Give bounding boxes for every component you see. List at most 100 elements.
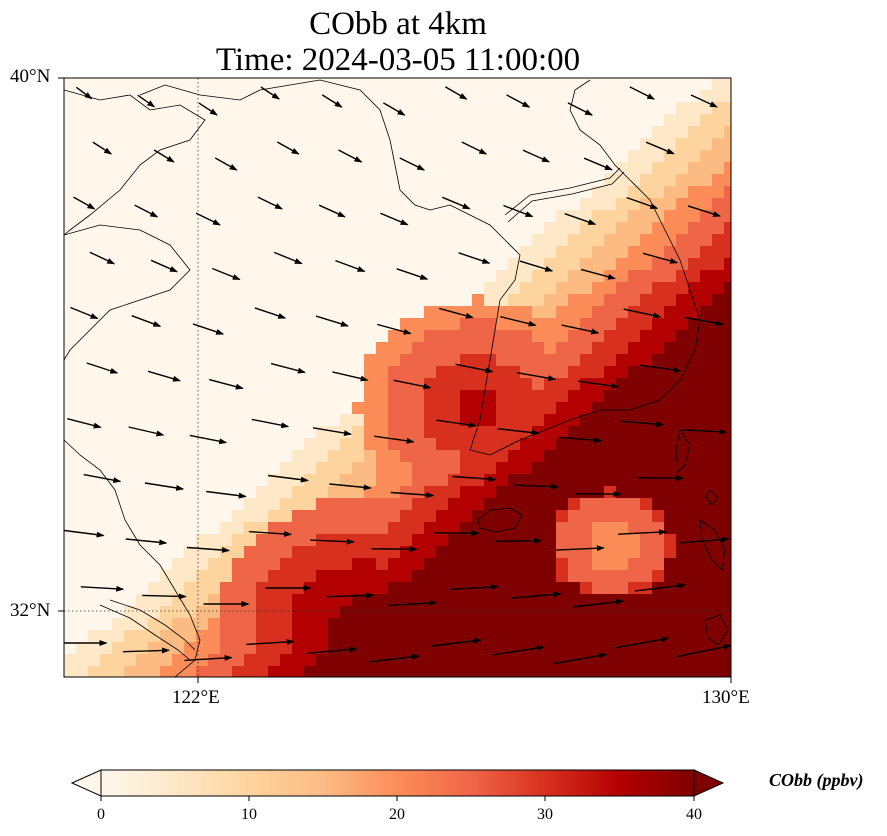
field-cell (76, 642, 89, 655)
field-cell (472, 606, 485, 619)
field-cell (520, 330, 533, 343)
field-cell (640, 666, 653, 677)
field-cell (364, 174, 377, 187)
field-cell (688, 174, 701, 187)
field-cell (316, 234, 329, 247)
field-cell (688, 546, 701, 559)
field-cell (376, 198, 389, 211)
field-cell (544, 222, 557, 235)
field-cell (640, 462, 653, 475)
field-cell (496, 306, 509, 319)
field-cell (280, 666, 293, 677)
field-cell (100, 510, 113, 523)
field-cell (196, 222, 209, 235)
field-cell (532, 498, 545, 511)
field-cell (496, 390, 509, 403)
field-cell (460, 258, 473, 271)
field-cell (256, 270, 269, 283)
colorbar-tick-20: 20 (389, 806, 405, 823)
field-cell (532, 522, 545, 535)
field-cell (436, 198, 449, 211)
field-cell (676, 402, 689, 415)
field-cell (112, 114, 125, 127)
field-cell (532, 666, 545, 677)
field-cell (112, 342, 125, 355)
field-cell (340, 438, 353, 451)
field-cell (472, 114, 485, 127)
field-cell (220, 558, 233, 571)
field-cell (724, 330, 731, 343)
field-cell (328, 570, 341, 583)
field-cell (280, 282, 293, 295)
field-cell (328, 438, 341, 451)
field-cell (256, 330, 269, 343)
field-cell (340, 582, 353, 595)
field-cell (148, 450, 161, 463)
field-cell (496, 654, 509, 667)
field-cell (580, 186, 593, 199)
field-cell (112, 210, 125, 223)
field-cell (172, 522, 185, 535)
field-cell (556, 438, 569, 451)
field-cell (148, 462, 161, 475)
field-cell (352, 138, 365, 151)
field-cell (640, 102, 653, 115)
field-cell (568, 570, 581, 583)
field-cell (232, 390, 245, 403)
field-cell (652, 438, 665, 451)
field-cell (448, 366, 461, 379)
field-cell (544, 534, 557, 547)
field-cell (688, 246, 701, 259)
field-cell (76, 174, 89, 187)
field-cell (136, 402, 149, 415)
field-cell (268, 282, 281, 295)
field-cell (304, 378, 317, 391)
field-cell (520, 654, 533, 667)
field-cell (364, 114, 377, 127)
field-cell (76, 342, 89, 355)
field-cell (676, 198, 689, 211)
field-cell (556, 522, 569, 535)
field-cell (556, 78, 569, 91)
field-cell (640, 402, 653, 415)
field-cell (688, 606, 701, 619)
field-cell (292, 174, 305, 187)
field-cell (520, 558, 533, 571)
field-cell (484, 258, 497, 271)
field-cell (436, 522, 449, 535)
field-cell (508, 606, 521, 619)
field-cell (88, 654, 101, 667)
field-cell (316, 402, 329, 415)
field-cell (280, 558, 293, 571)
field-cell (520, 174, 533, 187)
field-cell (244, 582, 257, 595)
field-cell (412, 642, 425, 655)
field-cell (124, 666, 137, 677)
wind-arrow (276, 141, 300, 155)
field-cell (652, 162, 665, 175)
field-cell (688, 642, 701, 655)
field-cell (664, 414, 677, 427)
field-cell (148, 642, 161, 655)
field-cell (472, 162, 485, 175)
field-cell (544, 210, 557, 223)
field-cell (220, 114, 233, 127)
field-cell (676, 546, 689, 559)
field-cell (580, 510, 593, 523)
field-cell (388, 426, 401, 439)
field-cell (616, 510, 629, 523)
field-cell (724, 666, 731, 677)
field-cell (376, 630, 389, 643)
field-cell (232, 114, 245, 127)
field-cell (124, 342, 137, 355)
field-cell (100, 666, 113, 677)
field-cell (256, 414, 269, 427)
field-cell (340, 186, 353, 199)
field-cell (388, 666, 401, 677)
field-cell (160, 294, 173, 307)
field-cell (628, 378, 641, 391)
field-cell (124, 390, 137, 403)
field-cell (316, 462, 329, 475)
field-cell (196, 486, 209, 499)
